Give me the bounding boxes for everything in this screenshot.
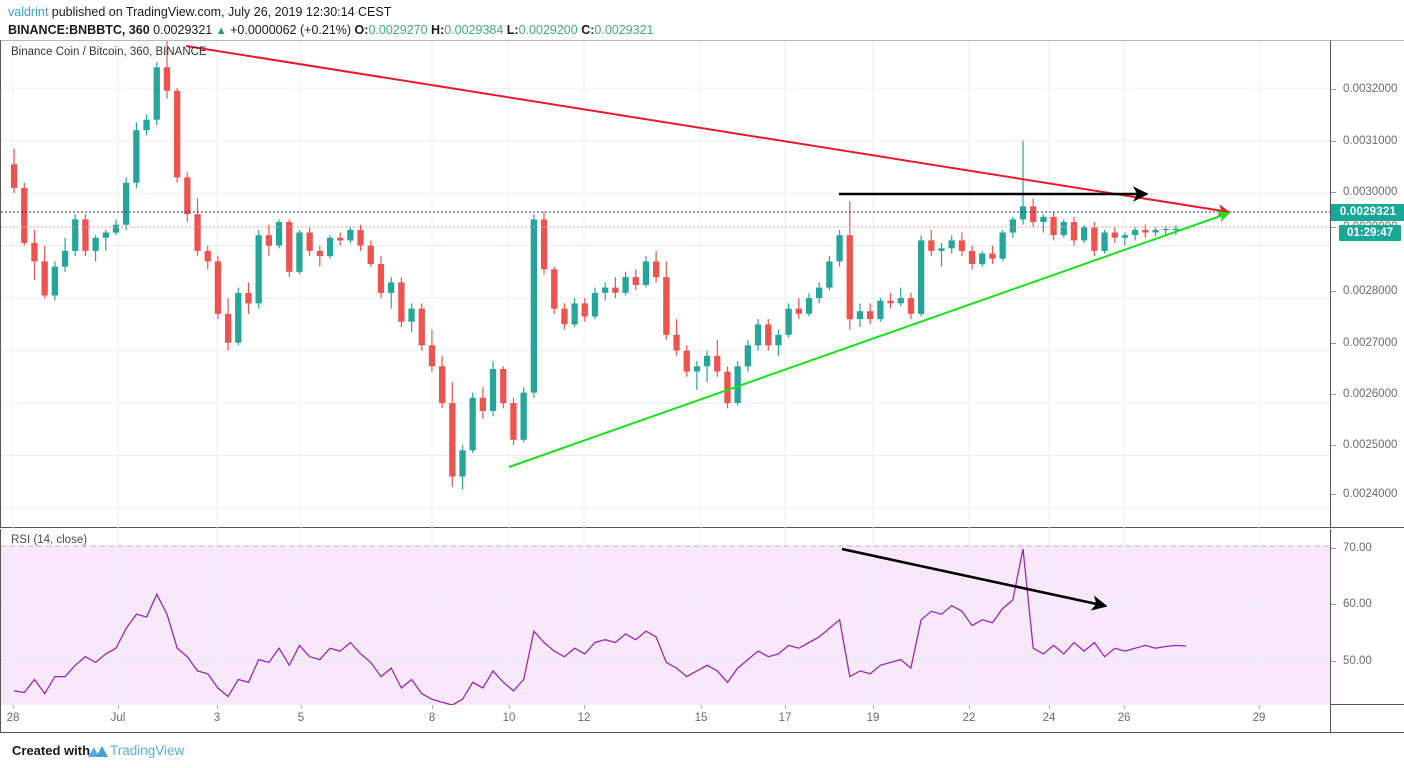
price-pane-title: Binance Coin / Bitcoin, 360, BINANCE <box>11 46 207 58</box>
rsi-tick-mark <box>1331 604 1336 605</box>
publish-text: published on TradingView.com, July 26, 2… <box>48 5 392 19</box>
time-tick-mark <box>217 705 218 709</box>
time-tick-mark <box>1049 705 1050 709</box>
time-tick-mark <box>785 705 786 709</box>
rsi-tick-label: 70.00 <box>1343 542 1372 554</box>
tradingview-brand-label[interactable]: TradingView <box>110 743 185 758</box>
time-tick-label: 19 <box>866 712 880 724</box>
time-tick-mark <box>969 705 970 709</box>
open-key: O: <box>354 23 369 37</box>
high-key: H: <box>431 23 445 37</box>
time-tick-label: 29 <box>1252 712 1266 724</box>
tradingview-logo-icon <box>88 744 108 764</box>
time-tick-mark <box>301 705 302 709</box>
time-tick-mark <box>1124 705 1125 709</box>
time-tick-label: 3 <box>213 712 221 724</box>
scale-corner <box>1330 705 1404 733</box>
rsi-pane[interactable]: RSI (14, close) <box>0 529 1331 706</box>
time-tick-label: 10 <box>502 712 516 724</box>
price-tick-mark <box>1331 494 1336 495</box>
price-tick-label: 0.0032000 <box>1343 83 1398 95</box>
price-tick-mark <box>1331 394 1336 395</box>
price-tick-label: 0.0025000 <box>1343 439 1398 451</box>
price-tick-label: 0.0026000 <box>1343 388 1398 400</box>
time-tick-label: 26 <box>1117 712 1131 724</box>
time-tick-mark <box>432 705 433 709</box>
price-plot <box>1 41 1331 529</box>
price-change-label: +0.0000062 (+0.21%) <box>230 23 352 37</box>
countdown-badge: 01:29:47 <box>1339 225 1401 241</box>
high-value: 0.0029384 <box>444 23 504 37</box>
time-tick-mark <box>584 705 585 709</box>
time-scale[interactable]: 28 Jul 3 5 8 10 12 15 17 19 22 24 26 29 <box>0 705 1330 733</box>
price-tick-mark <box>1331 227 1336 228</box>
symbol-label[interactable]: BINANCE:BNBBTC, 360 <box>8 23 150 37</box>
time-tick-label: 5 <box>297 712 305 724</box>
price-tick-mark <box>1331 445 1336 446</box>
time-tick-mark <box>509 705 510 709</box>
price-tick-label: 0.0028000 <box>1343 285 1398 297</box>
price-tick-label: 0.0024000 <box>1343 488 1398 500</box>
price-tick-mark <box>1331 89 1336 90</box>
time-tick-mark <box>1259 705 1260 709</box>
price-scale[interactable]: 0.00320000.00310000.00300000.00290000.00… <box>1330 40 1404 528</box>
time-tick-label: Jul <box>110 712 126 724</box>
rsi-scale[interactable]: 70.00 60.00 50.00 <box>1330 529 1404 705</box>
rsi-plot <box>1 529 1331 706</box>
close-key: C: <box>581 23 595 37</box>
time-tick-label: 17 <box>778 712 792 724</box>
price-tick-mark <box>1331 343 1336 344</box>
publish-header: valdrint published on TradingView.com, J… <box>8 5 391 19</box>
low-value: 0.0029200 <box>518 23 578 37</box>
rsi-tick-mark <box>1331 548 1336 549</box>
time-tick-label: 8 <box>428 712 436 724</box>
price-tick-mark <box>1331 291 1336 292</box>
rsi-tick-label: 60.00 <box>1343 598 1372 610</box>
footer: Created with TradingView <box>0 736 1404 768</box>
open-value: 0.0029270 <box>368 23 428 37</box>
time-tick-mark <box>13 705 14 709</box>
rsi-pane-title: RSI (14, close) <box>11 534 88 546</box>
price-tick-mark <box>1331 192 1336 193</box>
last-price-label: 0.0029321 <box>153 23 213 37</box>
time-tick-label: 22 <box>962 712 976 724</box>
time-tick-mark <box>701 705 702 709</box>
price-tick-label: 0.0031000 <box>1343 135 1398 147</box>
time-tick-mark <box>118 705 119 709</box>
time-tick-label: 15 <box>694 712 708 724</box>
price-tick-label: 0.0030000 <box>1343 186 1398 198</box>
price-tick-mark <box>1331 141 1336 142</box>
rsi-tick-mark <box>1331 661 1336 662</box>
close-value: 0.0029321 <box>594 23 654 37</box>
symbol-quote-header: BINANCE:BNBBTC, 360 0.0029321 ▲ +0.00000… <box>8 23 653 37</box>
time-tick-label: 24 <box>1042 712 1056 724</box>
price-tick-label: 0.0027000 <box>1343 337 1398 349</box>
rsi-tick-label: 50.00 <box>1343 655 1372 667</box>
author-link[interactable]: valdrint <box>8 5 49 19</box>
created-with-label: Created with <box>12 743 91 758</box>
time-tick-mark <box>873 705 874 709</box>
current-price-badge[interactable]: 0.0029321 <box>1331 204 1404 221</box>
time-tick-label: 12 <box>577 712 591 724</box>
price-chart-pane[interactable]: Binance Coin / Bitcoin, 360, BINANCE <box>0 40 1331 529</box>
time-tick-label: 28 <box>6 712 20 724</box>
low-key: L: <box>506 23 519 37</box>
up-triangle-icon: ▲ <box>215 25 227 37</box>
